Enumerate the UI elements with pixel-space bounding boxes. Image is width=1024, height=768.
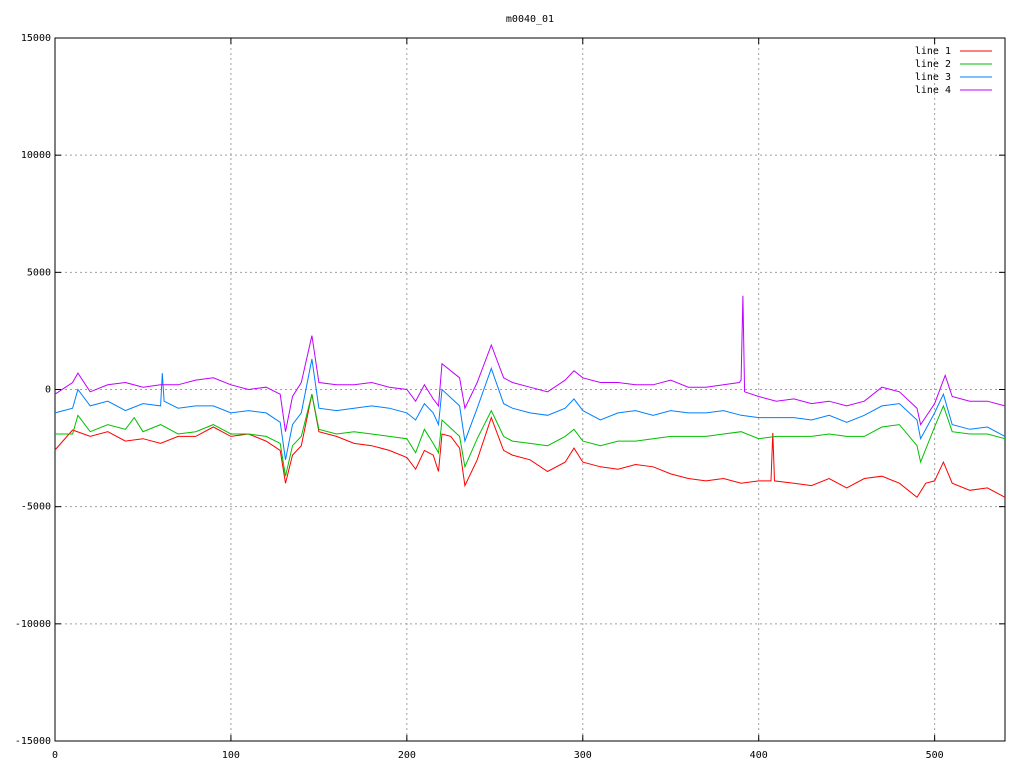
x-tick-label: 500 <box>926 750 944 761</box>
y-tick-label: 15000 <box>21 33 51 44</box>
legend-label: line 4 <box>915 85 951 96</box>
y-tick-label: -10000 <box>15 619 51 630</box>
x-tick-label: 100 <box>222 750 240 761</box>
legend-label: line 3 <box>915 72 951 83</box>
y-tick-label: -15000 <box>15 736 51 747</box>
series-line <box>54 358 1006 460</box>
legend-label: line 1 <box>915 46 951 57</box>
series-line <box>55 394 1006 477</box>
x-tick-label: 200 <box>398 750 416 761</box>
x-tick-label: 400 <box>750 750 768 761</box>
series-line <box>54 394 1006 499</box>
y-tick-label: 0 <box>45 385 51 396</box>
plot-frame <box>54 37 1006 742</box>
legend-label: line 2 <box>915 59 951 70</box>
series-line <box>54 295 1006 432</box>
x-tick-label: 0 <box>52 750 58 761</box>
y-tick-label: -5000 <box>21 502 51 513</box>
chart-title: m0040_01 <box>506 14 554 25</box>
y-tick-label: 10000 <box>21 150 51 161</box>
y-tick-label: 5000 <box>27 267 51 278</box>
x-tick-label: 300 <box>574 750 592 761</box>
